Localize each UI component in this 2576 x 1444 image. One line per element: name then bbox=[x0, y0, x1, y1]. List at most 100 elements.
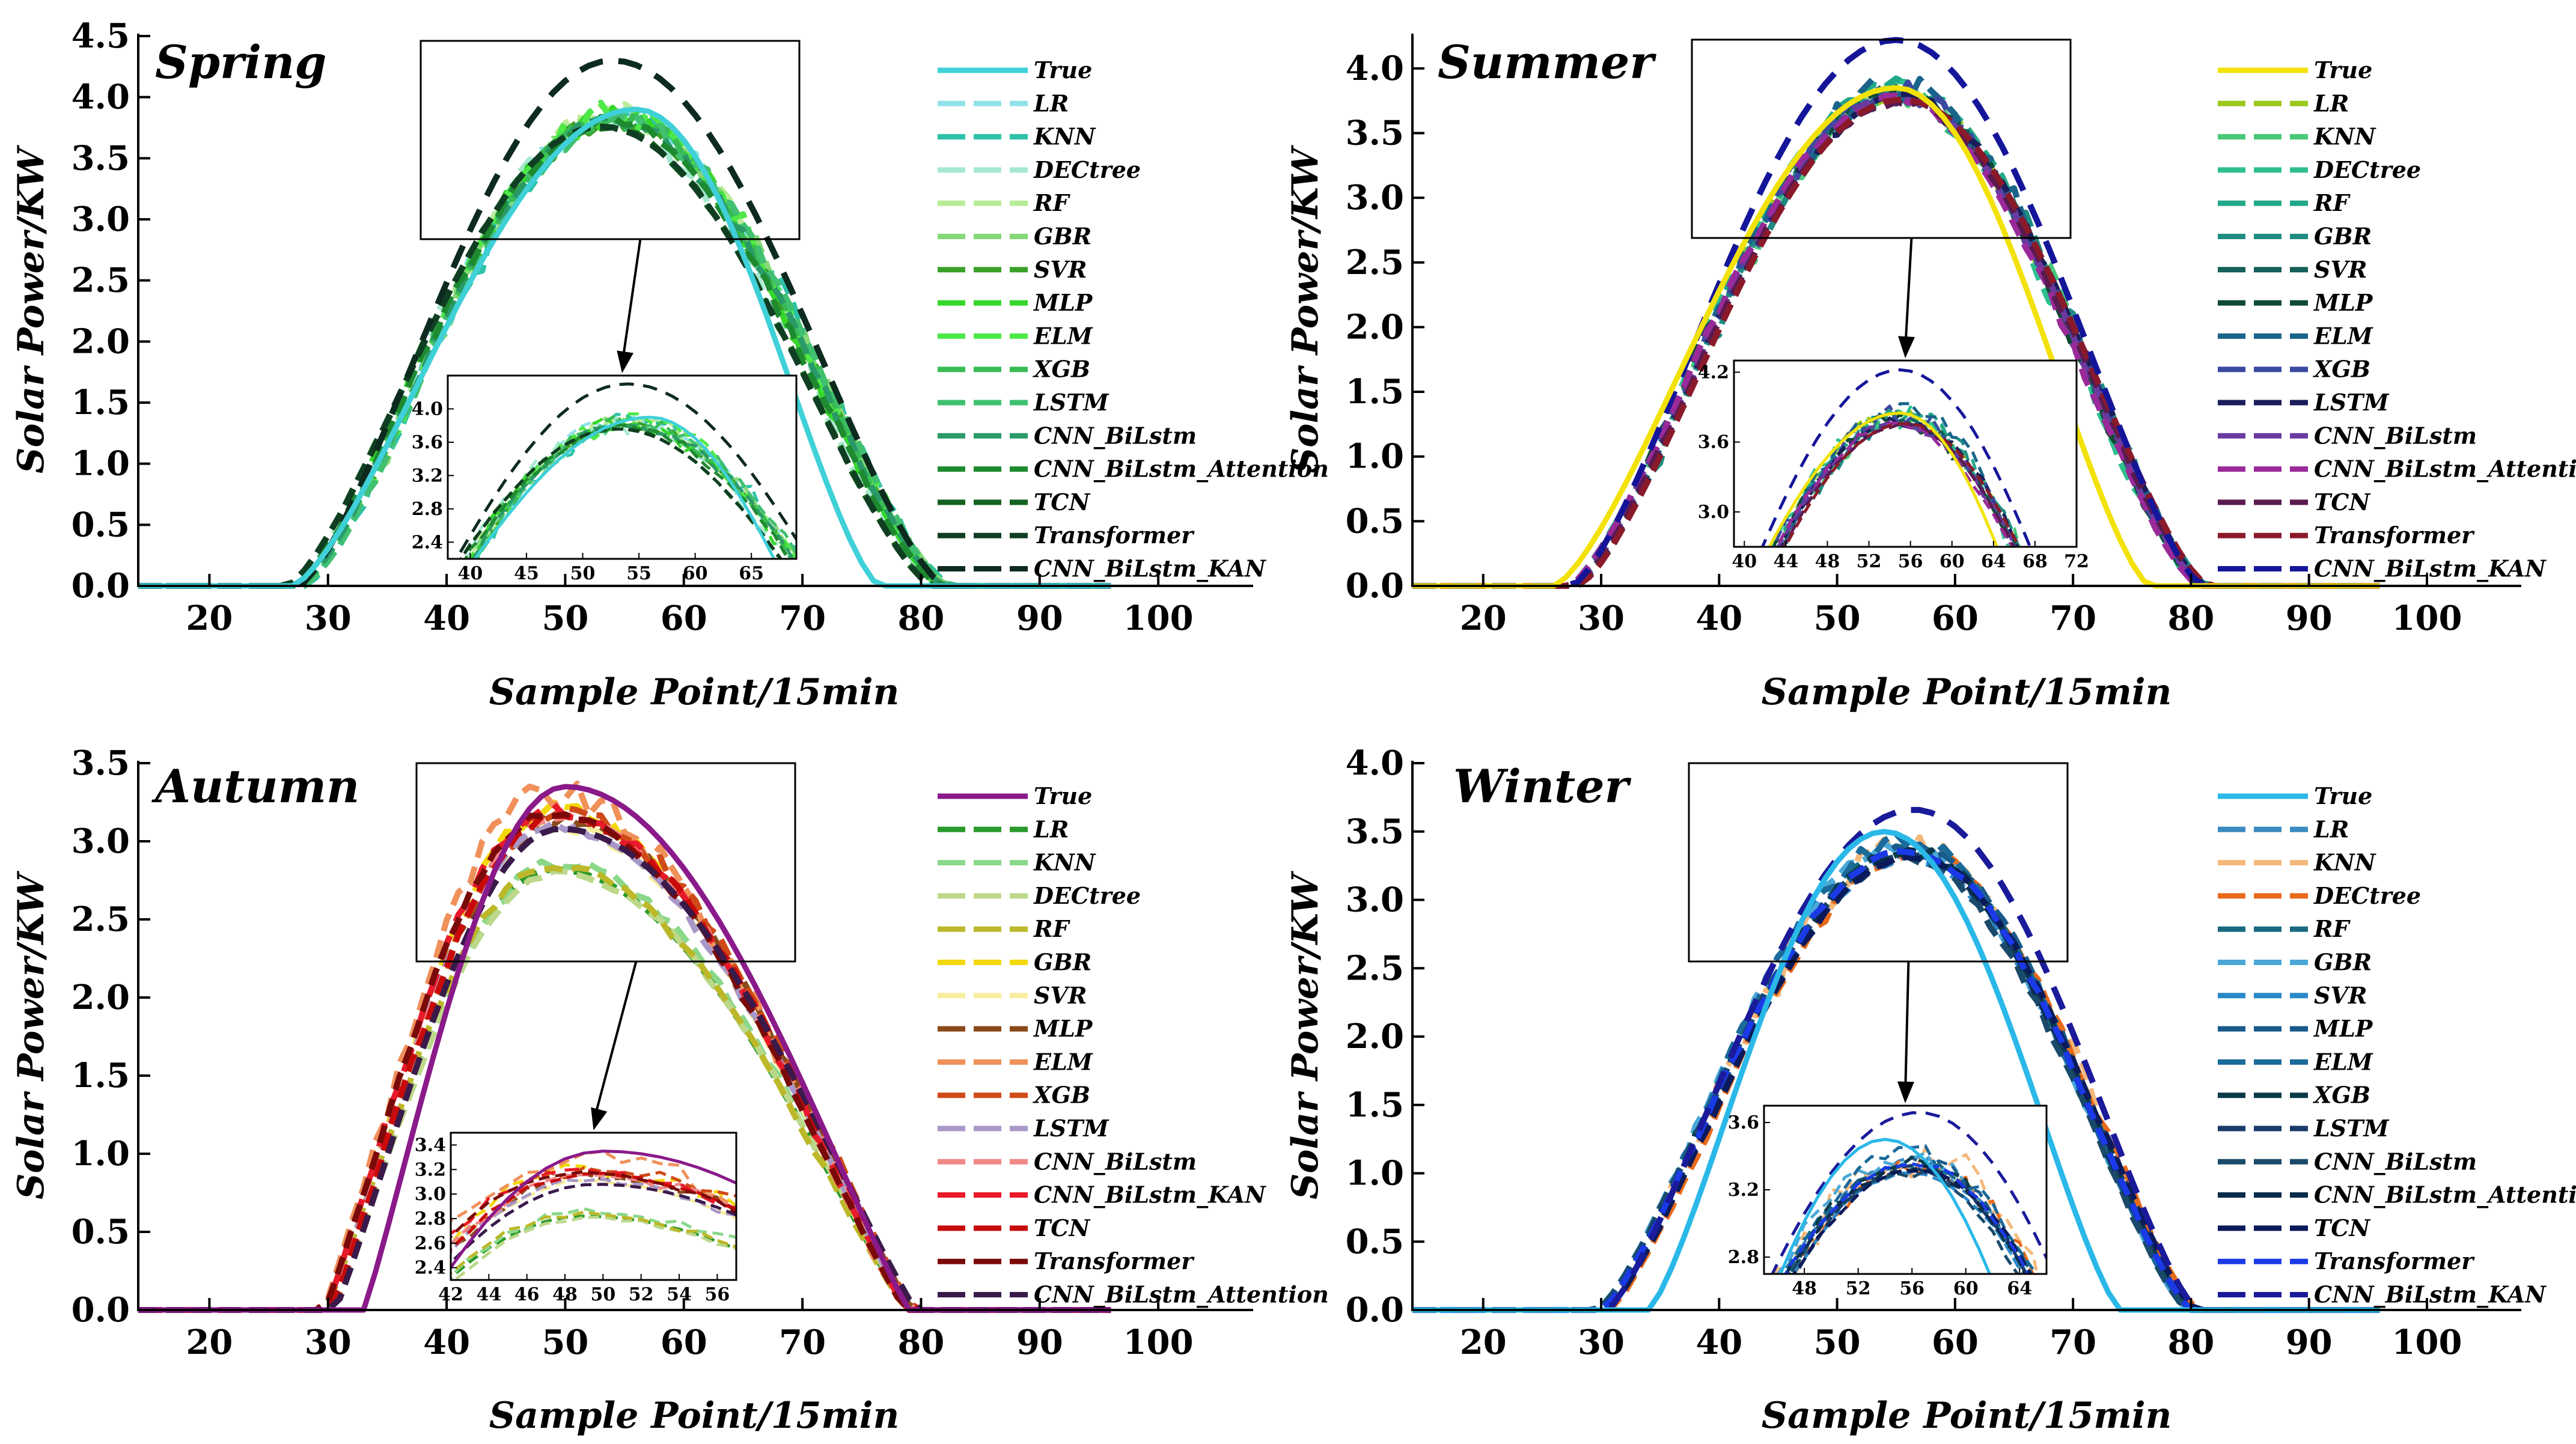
legend-label: XGB bbox=[1033, 1082, 1090, 1109]
inset-series-lines bbox=[1760, 368, 2032, 547]
legend-label: DECtree bbox=[1033, 156, 1141, 183]
legend-label: SVR bbox=[2314, 256, 2367, 283]
y-tick-label: 3.0 bbox=[1346, 880, 1404, 920]
y-tick-label: 2.5 bbox=[1346, 243, 1404, 282]
legend: True LR KNN DECtree RF GBR SVR MLP ELM XGB LSTM CNN… bbox=[2218, 56, 2576, 582]
legend-label: DECtree bbox=[1033, 882, 1141, 909]
legend-label: LR bbox=[2313, 815, 2349, 842]
inset-y-tick-label: 3.6 bbox=[1698, 432, 1729, 453]
inset-frame bbox=[450, 1132, 737, 1281]
y-axis-title: Solar Power/KW bbox=[10, 144, 52, 473]
x-tick-label: 90 bbox=[2286, 599, 2333, 638]
legend-label: RF bbox=[1033, 189, 1071, 216]
inset-line-elm bbox=[1782, 402, 2017, 547]
legend-label: LR bbox=[1033, 90, 1069, 117]
inset-y-tick-label: 3.6 bbox=[1728, 1112, 1759, 1133]
inset-y-tick-label: 3.6 bbox=[412, 432, 443, 453]
legend-label: LR bbox=[1033, 815, 1069, 842]
x-tick-label: 90 bbox=[1016, 1323, 1063, 1362]
legend-label: Transformer bbox=[1034, 522, 1195, 549]
legend-label: CNN_BiLstm_Attention bbox=[2314, 1181, 2576, 1208]
legend-label: LR bbox=[2313, 90, 2349, 117]
x-tick-label: 40 bbox=[423, 599, 470, 638]
legend-label: LSTM bbox=[1033, 389, 1109, 416]
y-tick-label: 1.5 bbox=[1346, 1085, 1404, 1125]
y-tick-label: 0.5 bbox=[1346, 501, 1404, 541]
y-tick-label: 1.0 bbox=[1346, 1154, 1404, 1193]
inset-x-tick-label: 72 bbox=[2064, 551, 2089, 572]
inset-line-cnn-bilstm-attention bbox=[1785, 1164, 2027, 1274]
legend-label: TCN bbox=[2314, 1214, 2371, 1241]
season-title: Autumn bbox=[151, 760, 359, 813]
y-tick-label: 3.0 bbox=[1346, 178, 1404, 218]
inset-line-tcn bbox=[451, 1171, 736, 1251]
inset-line-true bbox=[1778, 1138, 1992, 1274]
panel-spring: 20 30 40 50 60 70 80 90 100 0.0 0.5 1.0 1.5 2.0 2.5 3.0… bbox=[10, 16, 1329, 713]
inset-line-cnn-bilstm-kan bbox=[454, 382, 796, 559]
x-tick-label: 80 bbox=[2167, 1323, 2214, 1362]
legend-label: CNN_BiLstm bbox=[1034, 1148, 1197, 1175]
inset-y-tick-label: 2.4 bbox=[415, 1258, 446, 1279]
x-tick-label: 60 bbox=[661, 1323, 707, 1362]
legend-label: MLP bbox=[2313, 1015, 2373, 1042]
inset-y-tick-label: 4.0 bbox=[412, 398, 443, 419]
x-tick-label: 70 bbox=[779, 1323, 826, 1362]
inset-background bbox=[451, 1133, 736, 1280]
inset-line-knn bbox=[451, 1207, 736, 1279]
y-tick-label: 1.0 bbox=[1346, 437, 1404, 477]
x-tick-label: 20 bbox=[186, 599, 233, 638]
inset-y-tick-label: 2.8 bbox=[412, 499, 443, 520]
inset-x-tick-label: 65 bbox=[739, 563, 764, 584]
x-axis-title: Sample Point/15min bbox=[1762, 671, 2172, 713]
inset-series-lines bbox=[451, 1150, 736, 1280]
inset-line-rf bbox=[1777, 409, 2017, 547]
x-tick-label: 100 bbox=[2392, 599, 2462, 638]
x-tick-label: 60 bbox=[1932, 599, 1979, 638]
inset-zoom-plot: 48 52 56 60 64 2.8 3.2 3.6 bbox=[1728, 1104, 2048, 1299]
legend-label: GBR bbox=[1034, 949, 1091, 976]
legend-label: LSTM bbox=[2313, 389, 2389, 416]
legend-label: CNN_BiLstm_KAN bbox=[2314, 555, 2547, 582]
inset-y-tick-label: 3.0 bbox=[415, 1184, 446, 1205]
legend-label: GBR bbox=[1034, 223, 1091, 250]
inset-y-tick-label: 3.4 bbox=[415, 1135, 446, 1156]
x-tick-label: 50 bbox=[542, 599, 588, 638]
legend-label: GBR bbox=[2314, 949, 2372, 976]
legend-label: SVR bbox=[1034, 982, 1087, 1009]
inset-line-cnn-bilstm-attention bbox=[463, 423, 792, 559]
x-tick-label: 30 bbox=[1578, 599, 1625, 638]
y-tick-label: 2.0 bbox=[1346, 307, 1404, 347]
zoom-arrow-head bbox=[1898, 336, 1915, 358]
y-tick-label: 2.5 bbox=[72, 261, 130, 300]
inset-x-tick-label: 56 bbox=[1898, 551, 1923, 572]
inset-line-knn bbox=[1774, 1146, 2039, 1274]
panel-autumn: 20 30 40 50 60 70 80 90 100 0.0 0.5 1.0 1.5 2.0 2.5 3.0… bbox=[10, 743, 1329, 1437]
inset-y-tick-label: 2.6 bbox=[415, 1233, 446, 1254]
zoom-arrow-line bbox=[592, 961, 638, 1123]
inset-line-cnn-bilstm-attention bbox=[451, 1183, 736, 1266]
y-tick-label: 0.0 bbox=[1346, 566, 1404, 606]
y-tick-label: 4.0 bbox=[1346, 743, 1404, 783]
x-axis-title: Sample Point/15min bbox=[489, 671, 899, 713]
legend-label: DECtree bbox=[2313, 882, 2421, 909]
series-line-transformer bbox=[138, 123, 1111, 589]
legend-label: MLP bbox=[2313, 289, 2373, 316]
x-tick-label: 90 bbox=[1016, 599, 1063, 638]
x-tick-label: 70 bbox=[779, 599, 826, 638]
legend-label: TCN bbox=[1034, 1214, 1091, 1241]
inset-x-tick-label: 48 bbox=[1815, 551, 1840, 572]
season-title: Summer bbox=[1438, 35, 1656, 89]
inset-y-tick-label: 3.0 bbox=[1698, 502, 1729, 523]
inset-zoom-plot: 42 44 46 48 50 52 54 56 2.4 2.6 2.8 3.0 3.2 3.4 bbox=[415, 1132, 737, 1305]
inset-x-tick-label: 50 bbox=[590, 1284, 615, 1305]
legend-label: ELM bbox=[1033, 322, 1093, 349]
inset-x-tick-label: 50 bbox=[570, 563, 596, 584]
zoom-arrow-head bbox=[1897, 1081, 1914, 1103]
inset-x-tick-label: 60 bbox=[1940, 551, 1965, 572]
legend-label: KNN bbox=[2313, 123, 2376, 150]
y-tick-label: 3.5 bbox=[72, 743, 130, 783]
x-tick-label: 50 bbox=[1814, 1323, 1861, 1362]
y-tick-label: 4.0 bbox=[1346, 49, 1404, 88]
inset-y-tick-label: 3.2 bbox=[1728, 1180, 1759, 1201]
legend-label: MLP bbox=[1033, 289, 1093, 316]
